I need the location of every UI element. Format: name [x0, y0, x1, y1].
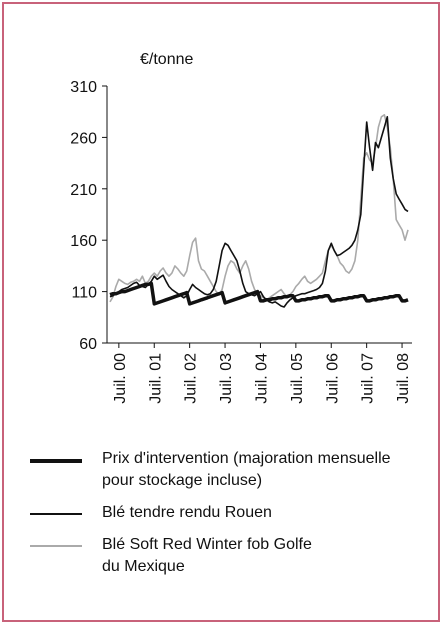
y-tick-label: 60	[79, 336, 97, 353]
frame	[2, 2, 440, 622]
y-tick-label: 110	[71, 285, 97, 302]
x-tick-label: Juil. 06	[324, 353, 341, 404]
legend-label: Prix d'intervention (majoration mensuell…	[102, 450, 391, 489]
legend-item: Blé Soft Red Winter fob Golfe du Mexique	[30, 534, 430, 578]
y-tick-label: 160	[70, 233, 97, 250]
line-series	[109, 281, 409, 306]
x-tick-label: Juil. 08	[395, 353, 412, 404]
legend-swatch	[30, 513, 82, 515]
line-series	[109, 114, 409, 303]
chart: €/tonne 60 110 160 210 260 310 Juil. 00 Juil. 0…	[70, 51, 412, 404]
x-tick-label: Juil. 02	[183, 353, 200, 404]
legend: Prix d'intervention (majoration mensuell…	[30, 448, 430, 588]
legend-swatch	[30, 459, 82, 463]
legend-label: Blé Soft Red Winter fob Golfe du Mexique	[102, 536, 312, 575]
x-tick-label: Juil. 05	[289, 353, 306, 404]
x-tick-label: Juil. 07	[360, 353, 377, 404]
legend-label: Blé tendre rendu Rouen	[102, 504, 272, 521]
legend-item: Prix d'intervention (majoration mensuell…	[30, 448, 430, 492]
y-tick-label: 310	[70, 79, 97, 96]
x-tick-label: Juil. 03	[218, 353, 235, 404]
x-tick-label: Juil. 04	[253, 353, 270, 404]
y-tick-label: 260	[70, 130, 97, 147]
x-tick-label: Juil. 01	[147, 353, 164, 404]
y-tick-label: 210	[70, 182, 97, 199]
x-tick-label: Juil. 00	[112, 353, 129, 404]
legend-item: Blé tendre rendu Rouen	[30, 502, 430, 524]
line-series	[109, 116, 409, 308]
y-axis-unit: €/tonne	[140, 51, 193, 68]
legend-swatch	[30, 545, 82, 547]
